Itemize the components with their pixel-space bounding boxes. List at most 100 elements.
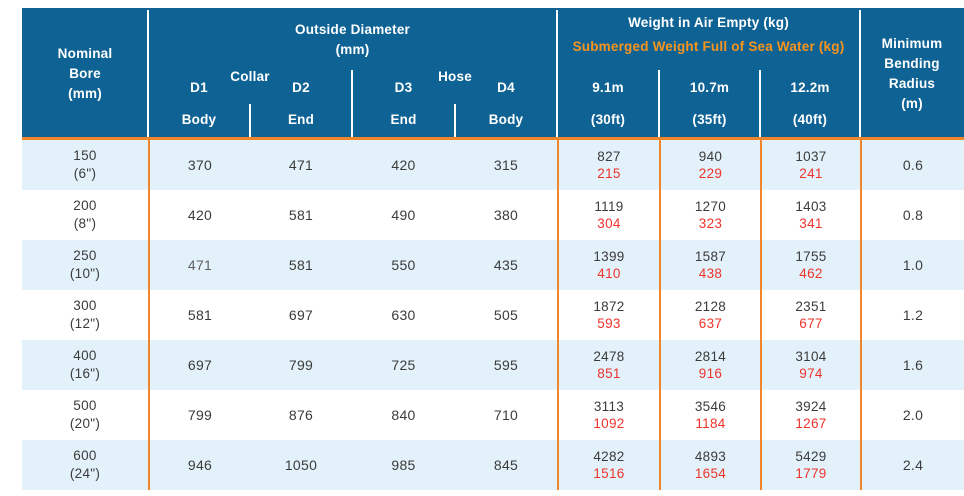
cell-d3: 550: [391, 257, 416, 273]
weight-submerged: 462: [799, 266, 823, 281]
cell-nominal-bore: 250 (10"): [22, 240, 148, 290]
cell-weight-10-7m: 2814 916: [659, 340, 760, 390]
bore-inches: (6"): [73, 166, 97, 181]
cell-weight-9-1m: 1872 593: [557, 290, 659, 340]
header-length-meters: 9.1m 10.7m 12.2m: [557, 80, 860, 95]
cell-d2: 697: [288, 307, 314, 323]
cell-weight-12-2m: 5429 1779: [760, 440, 860, 490]
cell-d1: 697: [148, 340, 250, 390]
header-length-12-2m: 12.2m: [790, 80, 830, 95]
cell-d4: 380: [493, 207, 519, 223]
cell-d1: 471: [148, 240, 250, 290]
weight-air: 2128: [694, 299, 727, 314]
cell-d2: 471: [288, 157, 314, 173]
cell-weight-10-7m: 1270 323: [659, 190, 760, 240]
cell-d4: 505: [493, 307, 519, 323]
cell-d3: 490: [391, 207, 416, 223]
weight-submerged: 916: [698, 366, 723, 381]
weight-submerged: 438: [698, 266, 723, 281]
weight-submerged: 323: [698, 216, 723, 231]
header-length-30ft: (30ft): [590, 112, 626, 127]
weight-air: 827: [597, 149, 621, 164]
weight-air: 1872: [593, 299, 625, 314]
header-divider: [556, 10, 558, 137]
bore-inches: (20"): [69, 416, 101, 431]
header-divider: [859, 10, 861, 137]
header-d3-part: End: [390, 112, 417, 127]
cell-d2: 799: [288, 357, 314, 373]
cell-nominal-bore: 150 (6"): [22, 140, 148, 190]
weight-air: 1270: [694, 199, 727, 214]
cell-d4: 595: [493, 357, 519, 373]
bore-mm: 300: [73, 298, 97, 313]
cell-d3: 840: [391, 407, 416, 423]
cell-nominal-bore: 600 (24"): [22, 440, 148, 490]
cell-nominal-bore: 400 (16"): [22, 340, 148, 390]
cell-d3: 985: [391, 457, 416, 473]
header-d1: D1: [190, 80, 208, 95]
cell-d3: 420: [391, 157, 416, 173]
table-row: 200 (8") 420 581 490 380 1119 304 1270 3…: [22, 190, 964, 240]
header-od-ids: D1 D2 D3 D4: [148, 80, 557, 95]
bore-mm: 400: [73, 348, 97, 363]
weight-air: 4893: [694, 449, 727, 464]
cell-d1: 420: [148, 190, 250, 240]
table-body: 150 (6") 370 471 420 315 827 215 940 229…: [22, 140, 964, 490]
weight-submerged: 1092: [593, 416, 625, 431]
weight-air: 1399: [593, 249, 625, 264]
weight-air: 2478: [593, 349, 625, 364]
weight-air: 3104: [795, 349, 827, 364]
weight-air: 1587: [694, 249, 727, 264]
cell-d4: 435: [493, 257, 519, 273]
cell-weight-12-2m: 1403 341: [760, 190, 860, 240]
cell-weight-9-1m: 1399 410: [557, 240, 659, 290]
cell-weight-10-7m: 3546 1184: [659, 390, 760, 440]
weight-air: 1119: [594, 199, 624, 214]
header-divider: [351, 70, 353, 137]
weight-air: 1403: [795, 199, 827, 214]
cell-d1: 581: [148, 290, 250, 340]
weight-submerged: 593: [597, 316, 621, 331]
header-divider: [249, 104, 251, 137]
header-weight-submerged: Submerged Weight Full of Sea Water (kg): [572, 39, 845, 54]
weight-submerged: 410: [597, 266, 621, 281]
cell-weight-10-7m: 940 229: [659, 140, 760, 190]
cell-weight-12-2m: 3104 974: [760, 340, 860, 390]
cell-min-bending-radius: 1.2: [860, 290, 964, 340]
header-od-parts: Body End End Body: [148, 112, 557, 127]
weight-air: 2351: [795, 299, 827, 314]
table-row: 400 (16") 697 799 725 595 2478 851 2814 …: [22, 340, 964, 390]
weight-submerged: 1654: [694, 466, 727, 481]
header-d3: D3: [394, 80, 413, 95]
table-row: 300 (12") 581 697 630 505 1872 593 2128 …: [22, 290, 964, 340]
cell-d2: 581: [288, 257, 314, 273]
cell-weight-10-7m: 4893 1654: [659, 440, 760, 490]
cell-weight-10-7m: 2128 637: [659, 290, 760, 340]
weight-submerged: 304: [597, 216, 621, 231]
cell-min-bending-radius: 1.6: [860, 340, 964, 390]
cell-nominal-bore: 200 (8"): [22, 190, 148, 240]
header-hose-label: Hose: [438, 69, 472, 84]
table-row: 250 (10") 471 581 550 435 1399 410 1587 …: [22, 240, 964, 290]
bore-inches: (24"): [69, 466, 101, 481]
header-length-40ft: (40ft): [792, 112, 828, 127]
weight-submerged: 1779: [795, 466, 827, 481]
header-length-35ft: (35ft): [692, 112, 727, 127]
bore-mm: 600: [73, 448, 97, 463]
weight-submerged: 974: [799, 366, 823, 381]
cell-d1: 370: [148, 140, 250, 190]
hose-specification-table: Nominal Bore (mm) Outside Diameter (mm) …: [22, 8, 964, 490]
cell-nominal-bore: 300 (12"): [22, 290, 148, 340]
header-divider: [454, 104, 456, 137]
header-weight-air: Weight in Air Empty (kg): [628, 15, 789, 30]
weight-air: 940: [698, 149, 723, 164]
bore-inches: (10"): [69, 266, 101, 281]
header-outside-diameter: Outside Diameter (mm): [295, 22, 410, 57]
cell-d1: 946: [148, 440, 250, 490]
weight-submerged: 229: [698, 166, 723, 181]
weight-air: 2814: [694, 349, 727, 364]
weight-air: 1037: [795, 149, 827, 164]
header-d2: D2: [292, 80, 310, 95]
cell-d4: 315: [493, 157, 519, 173]
weight-air: 3113: [593, 399, 625, 414]
